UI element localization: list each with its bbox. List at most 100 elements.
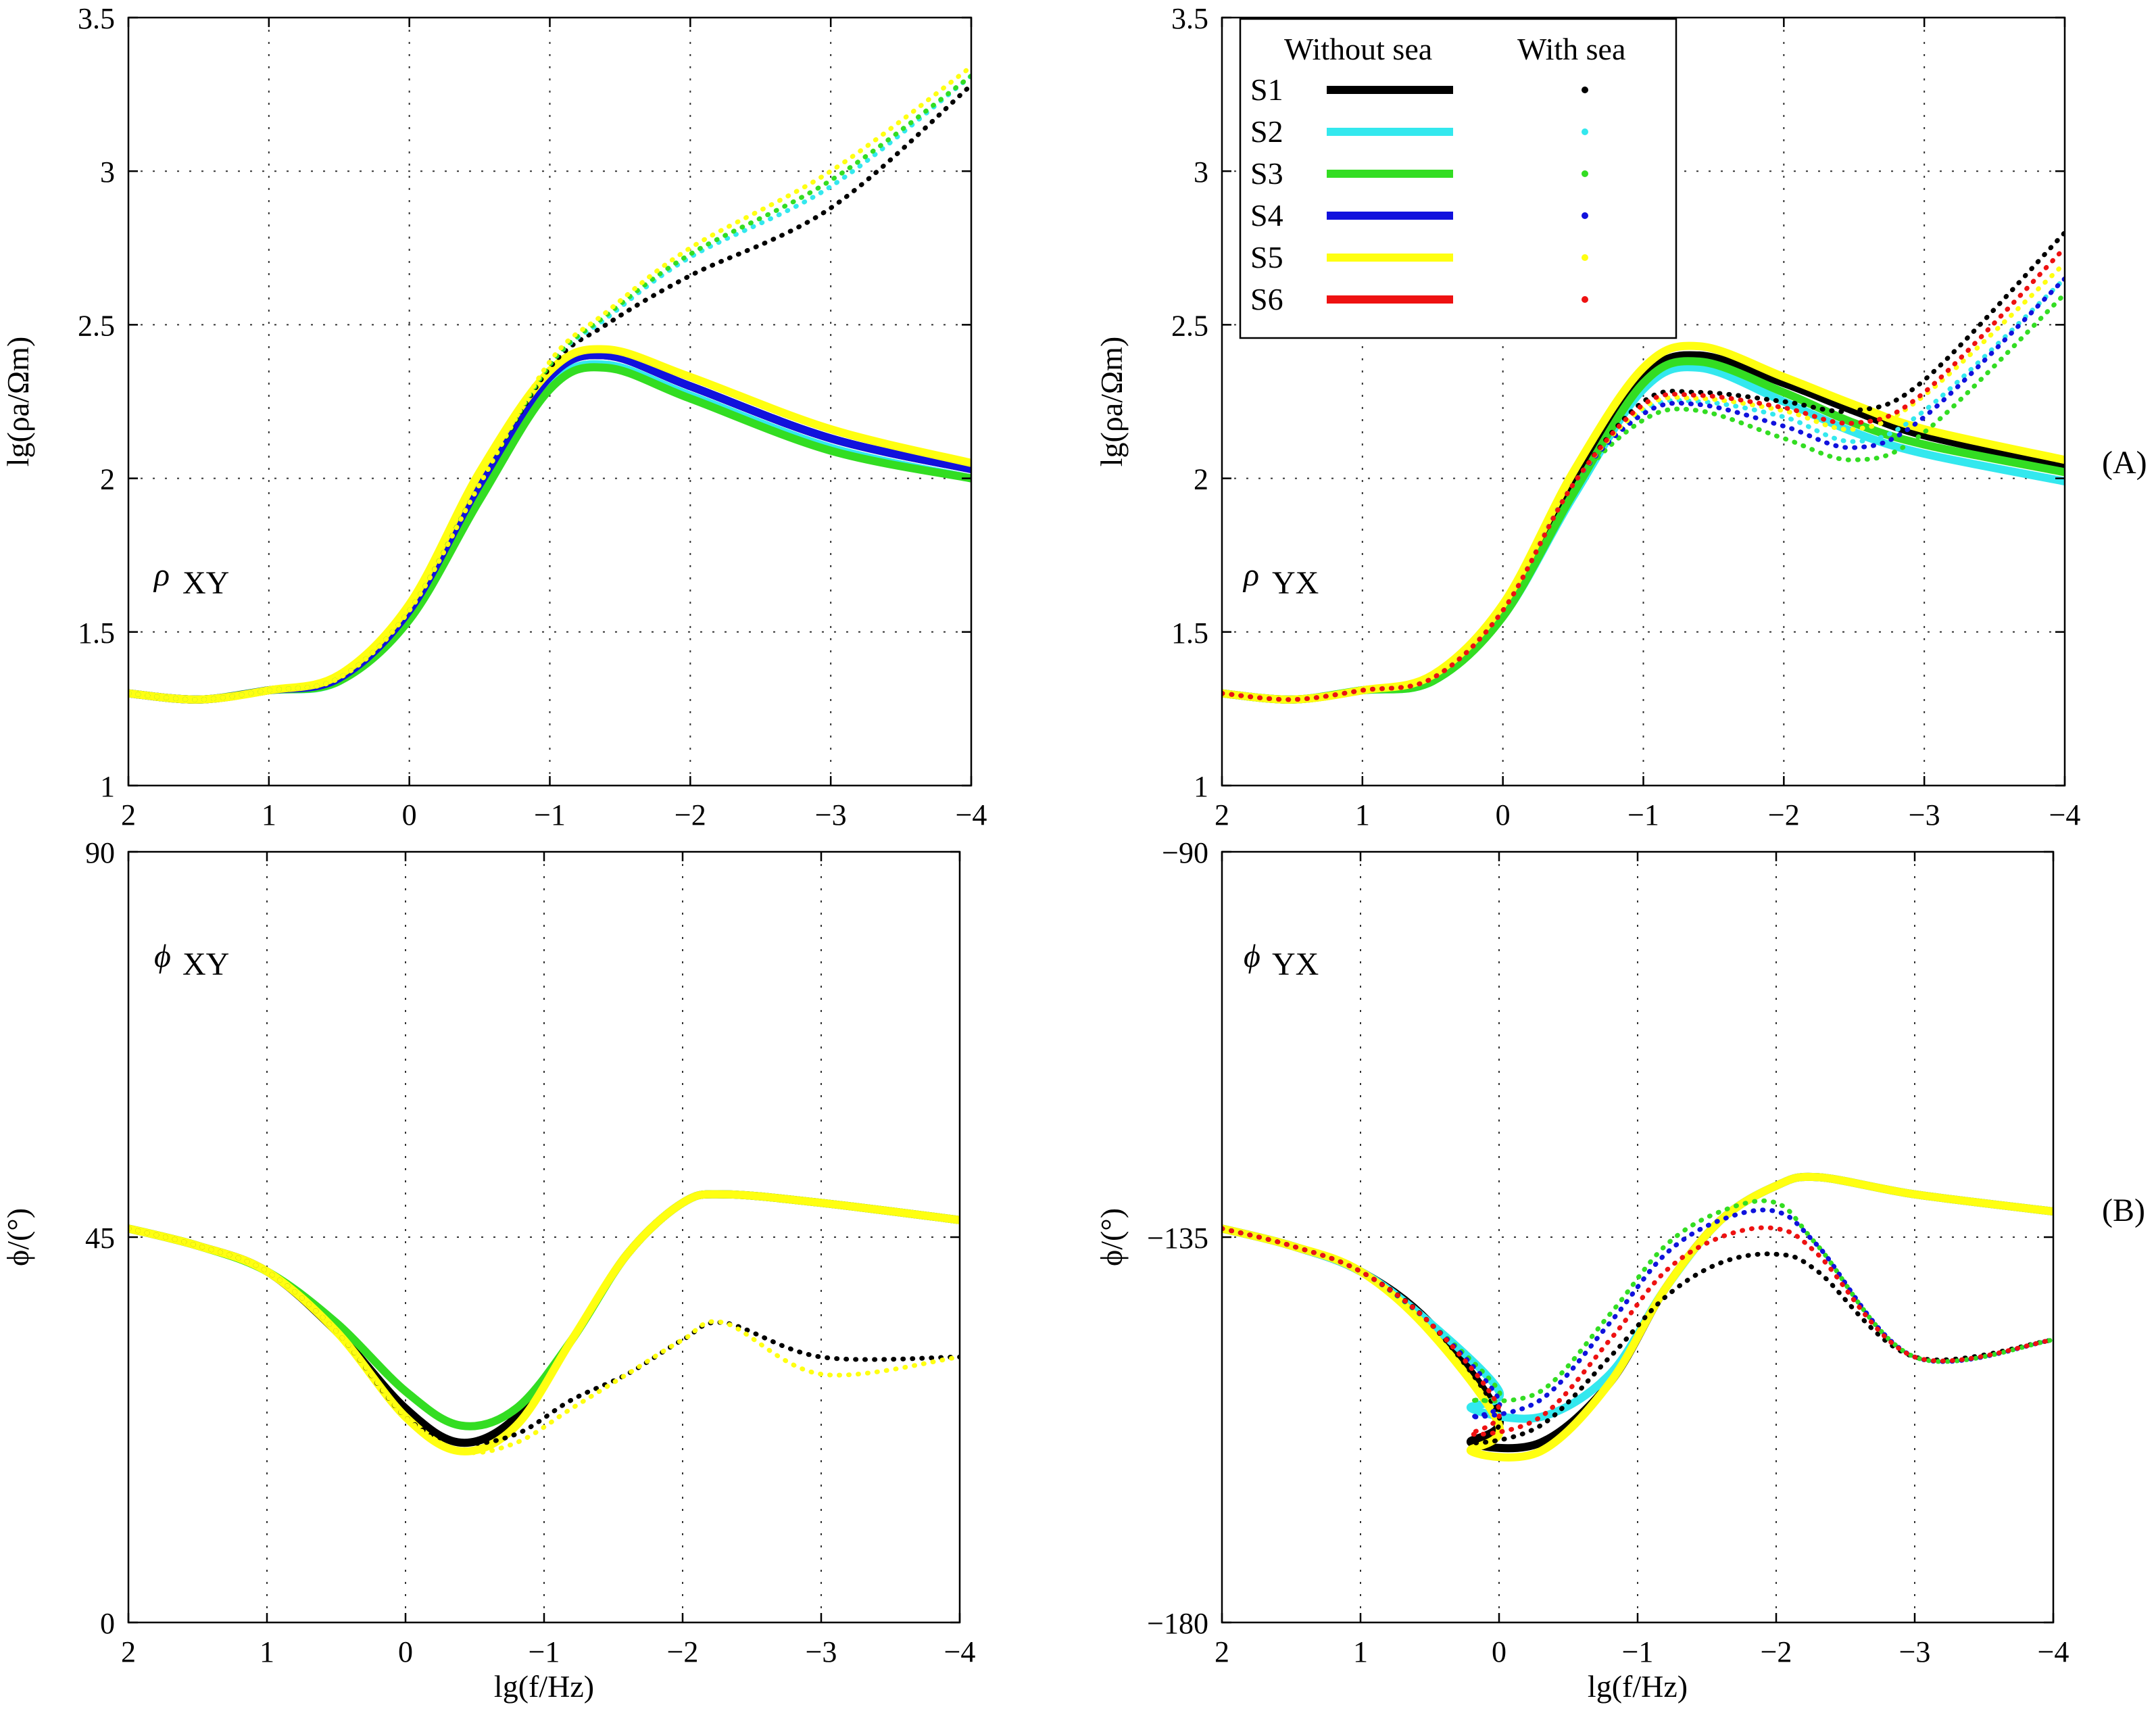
- x-axis-title: lg(f/Hz): [1588, 1669, 1688, 1704]
- curve-label-sub: XY: [182, 565, 229, 601]
- legend-label-s2: S2: [1250, 114, 1283, 149]
- plot-frame: [127, 16, 973, 787]
- series-line-s4-with-sea: [1222, 276, 2065, 702]
- x-tick-label: 2: [1215, 1635, 1229, 1668]
- curve-label: ρ: [1242, 557, 1259, 593]
- y-tick-label: 3.5: [78, 2, 115, 35]
- series-line-s3-without-sea: [128, 363, 971, 704]
- legend-label-s5: S5: [1250, 240, 1283, 274]
- y-tick-label: 1: [1194, 770, 1208, 803]
- x-tick-label: 0: [1492, 1635, 1506, 1668]
- y-tick-label: −135: [1147, 1222, 1208, 1255]
- x-tick-label: 1: [1353, 1635, 1368, 1668]
- y-axis-title: lg(ρa/Ωm): [1094, 337, 1129, 467]
- curve-label: ϕ: [1244, 938, 1260, 974]
- y-tick-label: 3.5: [1171, 2, 1208, 35]
- legend-label-s4: S4: [1250, 198, 1283, 233]
- x-tick-label: −2: [675, 798, 706, 832]
- legend-dot-s3: [1582, 170, 1588, 177]
- legend-label-s3: S3: [1250, 156, 1283, 191]
- x-tick-label: −2: [1768, 798, 1800, 832]
- panel-phi_yx: 2 1 0 −1 −2 −3 −4 −180 −135 −90 ϕ/(°) lg(f/Hz) ϕ YX: [1094, 836, 2069, 1704]
- curve-label-sub: YX: [1272, 565, 1319, 601]
- y-tick-label: 45: [85, 1222, 115, 1255]
- panel-label-b: (B): [2102, 1193, 2145, 1228]
- series-group: [1222, 230, 2065, 704]
- series-line-s1-without-sea: [128, 351, 971, 704]
- x-tick-label: −3: [1899, 1635, 1931, 1668]
- x-tick-label: −2: [1761, 1635, 1792, 1668]
- series-line-s2-with-sea: [1222, 276, 2065, 702]
- y-tick-label: 2.5: [78, 309, 115, 342]
- legend-dot-s1: [1582, 87, 1588, 93]
- panel-phi_xy: 2 1 0 −1 −2 −3 −4 0 45 90 ϕ/(°) lg(f/Hz) ϕ XY: [1, 836, 975, 1704]
- legend-dot-s5: [1582, 254, 1588, 261]
- y-tick-label: 3: [1194, 155, 1208, 189]
- y-tick-label: −180: [1147, 1607, 1208, 1640]
- series-line-s5-without-sea: [1222, 341, 2065, 704]
- series-line-s1-without-sea: [128, 1190, 960, 1447]
- x-tick-label: −1: [529, 1635, 560, 1668]
- legend-header-without: Without sea: [1284, 32, 1432, 66]
- legend-label-s1: S1: [1250, 72, 1283, 107]
- series-line-s2-with-sea: [1222, 1207, 2053, 1420]
- series-line-s2-without-sea: [1222, 1172, 2053, 1423]
- x-tick-label: −1: [534, 798, 566, 832]
- x-tick-label: 0: [1496, 798, 1511, 832]
- series-line-s4-with-sea: [1222, 1207, 2053, 1420]
- y-tick-label: −90: [1162, 836, 1208, 869]
- legend: Without sea With sea S1 S2 S3 S4 S5 S6: [1239, 18, 1677, 339]
- legend-label-s6: S6: [1250, 282, 1283, 316]
- series-line-s6-with-sea: [1222, 245, 2065, 702]
- curve-label: ρ: [153, 557, 170, 593]
- y-tick-label: 90: [85, 836, 115, 869]
- series-line-s3-with-sea: [1222, 1198, 2053, 1403]
- x-tick-label: 1: [1355, 798, 1370, 832]
- legend-dot-s2: [1582, 128, 1588, 135]
- curve-label-sub: XY: [182, 946, 229, 982]
- x-tick-label: 2: [1215, 798, 1229, 832]
- x-tick-label: 1: [260, 1635, 274, 1668]
- x-tick-label: 0: [398, 1635, 413, 1668]
- x-tick-label: −3: [815, 798, 847, 832]
- series-line-s4-without-sea: [128, 351, 971, 704]
- series-line-s1-with-sea: [1222, 1226, 2053, 1445]
- x-tick-label: −3: [806, 1635, 837, 1668]
- y-axis-title: ϕ/(°): [1, 1208, 35, 1266]
- panel-rho_xy: 2 1 0 −1 −2 −3 −411.522.533.5lg(ρa/Ωm)ρ XY: [1, 2, 987, 832]
- legend-dot-s4: [1582, 212, 1588, 219]
- panel-label-a: (A): [2102, 445, 2147, 481]
- x-axis-title: lg(f/Hz): [494, 1669, 594, 1704]
- panel-rho_yx: 2 1 0 −1 −2 −3 −411.522.533.5lg(ρa/Ωm)ρ YX: [1094, 2, 2080, 832]
- x-tick-label: −4: [956, 798, 987, 832]
- series-line-s5-with-sea: [128, 1226, 960, 1455]
- x-tick-label: 2: [121, 798, 136, 832]
- x-tick-label: −4: [2049, 798, 2081, 832]
- series-line-s2-without-sea: [128, 360, 971, 704]
- y-tick-label: 3: [100, 155, 115, 189]
- y-axis-title: lg(ρa/Ωm): [1, 337, 35, 467]
- x-tick-label: 0: [402, 798, 417, 832]
- series-line-s5-with-sea: [128, 64, 971, 702]
- x-tick-label: 2: [121, 1635, 136, 1668]
- curve-label: ϕ: [154, 938, 171, 974]
- x-tick-label: −2: [667, 1635, 699, 1668]
- series-group: [128, 64, 971, 704]
- y-tick-label: 1.5: [78, 617, 115, 650]
- series-group: [1222, 1172, 2053, 1462]
- legend-box: [1239, 18, 1677, 339]
- x-tick-label: −4: [2038, 1635, 2069, 1668]
- y-axis-title: ϕ/(°): [1094, 1208, 1129, 1266]
- legend-header-with: With sea: [1517, 32, 1625, 66]
- series-line-s2-without-sea: [1222, 363, 2065, 704]
- x-tick-label: −4: [944, 1635, 976, 1668]
- x-tick-label: 1: [262, 798, 276, 832]
- legend-dot-s6: [1582, 296, 1588, 303]
- y-tick-label: 2: [100, 463, 115, 496]
- series-group: [128, 1190, 960, 1455]
- y-tick-label: 2: [1194, 463, 1208, 496]
- x-tick-label: −3: [1909, 798, 1940, 832]
- y-tick-label: 1: [100, 770, 115, 803]
- series-line-s1-with-sea: [128, 1226, 960, 1446]
